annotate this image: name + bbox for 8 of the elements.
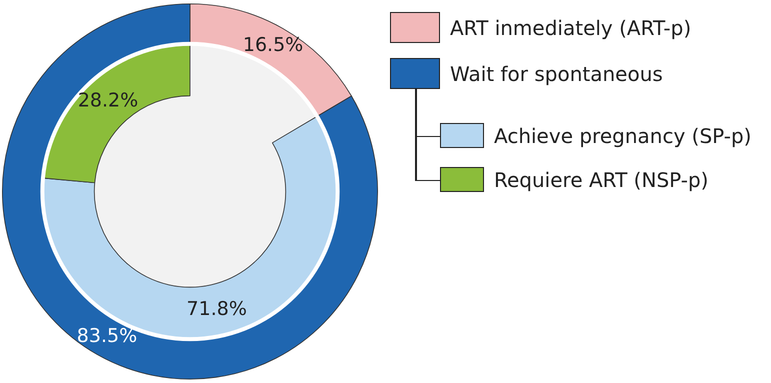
legend-label: ART inmediately (ART-p) — [450, 16, 692, 40]
legend-label: Requiere ART (NSP-p) — [494, 168, 708, 192]
legend-label: Achieve pregnancy (SP-p) — [494, 124, 752, 148]
legend-label: Wait for spontaneous — [450, 62, 663, 86]
data-label: 28.2% — [78, 90, 138, 112]
data-label: 71.8% — [186, 298, 247, 320]
data-label: 83.5% — [76, 325, 138, 348]
data-label: 16.5% — [242, 34, 304, 56]
